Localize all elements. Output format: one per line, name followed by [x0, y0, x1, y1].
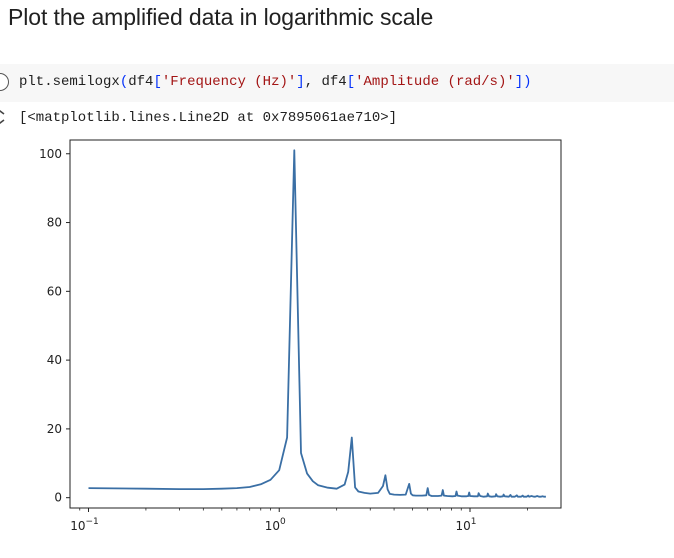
code-paren-close: ) [523, 74, 532, 90]
x-tick-label: 101 [455, 517, 476, 533]
code-string-amplitude: 'Amplitude (rad/s)' [355, 74, 515, 90]
plot-frame [69, 139, 562, 509]
code-cell[interactable]: plt.semilogx(df4['Frequency (Hz)'], df4[… [0, 64, 674, 102]
y-tick-label: 100 [39, 147, 62, 161]
x-tick-label: 10−1 [70, 517, 99, 533]
code-dataframe: df4 [321, 74, 347, 90]
x-tick-label: 100 [265, 517, 286, 533]
code-string-frequency: 'Frequency (Hz)' [161, 74, 297, 90]
section-heading: Plot the amplified data in logarithmic s… [8, 4, 434, 30]
code-separator: , [304, 74, 322, 90]
code-paren-open: ( [119, 74, 129, 90]
code-bracket-close: ] [514, 74, 524, 90]
code-bracket-close: ] [296, 74, 305, 90]
amplitude-line [88, 149, 546, 498]
code-bracket-open: [ [153, 74, 162, 90]
output-text: [<matplotlib.lines.Line2D at 0x7895061ae… [19, 110, 398, 126]
code-dataframe: df4 [128, 74, 154, 90]
code-function: plt.semilogx [19, 74, 120, 90]
y-tick-label: 0 [54, 491, 62, 505]
y-tick-label: 80 [47, 216, 62, 230]
cell-output: [<matplotlib.lines.Line2D at 0x7895061ae… [0, 104, 674, 558]
code-line[interactable]: plt.semilogx(df4['Frequency (Hz)'], df4[… [19, 74, 532, 90]
code-bracket-open: [ [346, 74, 356, 90]
y-tick-label: 40 [47, 353, 62, 367]
y-tick-label: 60 [47, 284, 62, 298]
y-tick-label: 20 [47, 422, 62, 436]
output-toggle-icon[interactable] [0, 110, 6, 124]
